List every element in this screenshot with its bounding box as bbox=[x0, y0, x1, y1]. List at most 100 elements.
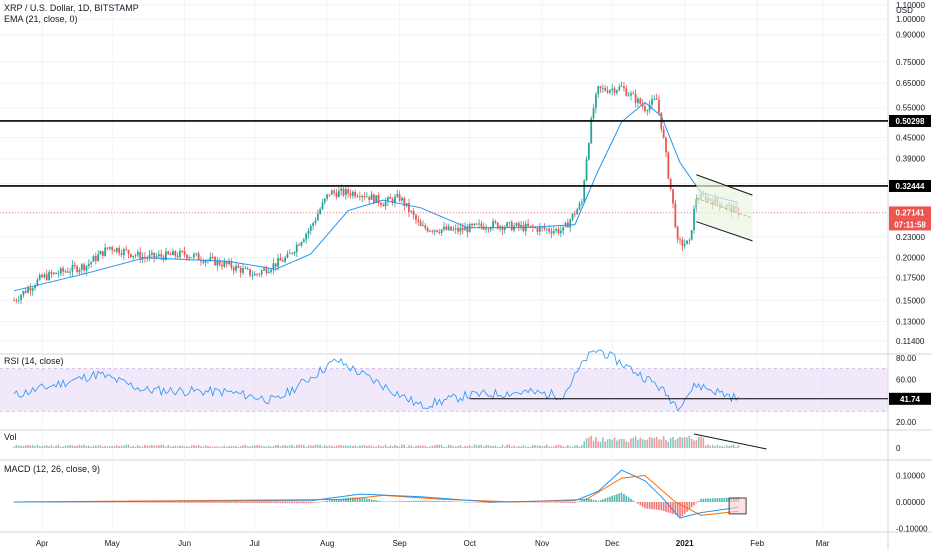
macd-histogram-bar bbox=[307, 502, 310, 504]
volume-bar bbox=[281, 445, 284, 448]
macd-histogram-bar bbox=[506, 502, 508, 503]
macd-histogram-bar bbox=[186, 502, 188, 503]
candle-body bbox=[97, 254, 100, 261]
volume-bar bbox=[543, 445, 546, 448]
macd-histogram-bar bbox=[118, 502, 120, 503]
volume-bar bbox=[632, 437, 635, 448]
volume-bar bbox=[123, 445, 125, 448]
volume-bar bbox=[539, 445, 541, 448]
candle-body bbox=[71, 264, 74, 272]
macd-tick-label: -0.10000 bbox=[896, 525, 928, 534]
candle-body bbox=[176, 255, 179, 258]
candle-body bbox=[307, 230, 310, 234]
time-axis-label: Sep bbox=[392, 539, 407, 548]
macd-histogram-bar bbox=[130, 502, 132, 503]
volume-bar bbox=[737, 445, 740, 448]
candle-body bbox=[632, 93, 635, 95]
volume-bar bbox=[482, 446, 485, 448]
candle-body bbox=[202, 261, 205, 263]
macd-histogram-bar bbox=[639, 502, 642, 506]
candle-body bbox=[87, 263, 90, 266]
macd-histogram-bar bbox=[606, 497, 609, 502]
candle-body bbox=[408, 202, 410, 212]
volume-bar bbox=[583, 441, 586, 448]
candle-body bbox=[90, 261, 93, 264]
candle-body bbox=[48, 272, 50, 280]
volume-bar bbox=[506, 444, 508, 448]
volume-bar bbox=[249, 446, 251, 448]
macd-histogram-bar bbox=[683, 502, 686, 514]
candle-body bbox=[641, 103, 644, 107]
macd-histogram-bar bbox=[398, 501, 401, 502]
macd-histogram-bar bbox=[602, 499, 604, 502]
macd-histogram-bar bbox=[445, 501, 448, 502]
macd-histogram-bar bbox=[225, 502, 228, 503]
macd-histogram-bar bbox=[373, 499, 375, 502]
macd-histogram-bar bbox=[293, 502, 296, 504]
macd-histogram-bar bbox=[277, 502, 279, 504]
volume-bar bbox=[102, 446, 104, 448]
candle-body bbox=[436, 230, 438, 232]
chart-title: XRP / U.S. Dollar, 1D, BITSTAMP bbox=[4, 3, 139, 13]
volume-bar bbox=[648, 437, 651, 448]
volume-bar bbox=[380, 446, 382, 448]
volume-bar bbox=[242, 445, 244, 448]
volume-bar bbox=[510, 446, 513, 448]
volume-bar bbox=[401, 444, 403, 448]
candle-body bbox=[613, 88, 616, 93]
volume-bar bbox=[113, 446, 116, 448]
macd-histogram-bar bbox=[380, 501, 382, 502]
ema-legend: EMA (21, close, 0) bbox=[4, 14, 78, 24]
price-tick-label: 0.23000 bbox=[896, 233, 925, 242]
candle-body bbox=[466, 227, 469, 233]
candle-body bbox=[384, 201, 387, 207]
candle-body bbox=[129, 253, 132, 258]
candle-body bbox=[583, 180, 586, 203]
candle-body bbox=[221, 264, 223, 267]
candle-body bbox=[139, 251, 142, 260]
macd-histogram-bar bbox=[88, 502, 90, 503]
macd-histogram-bar bbox=[676, 502, 679, 517]
candle-body bbox=[85, 265, 88, 271]
macd-histogram-bar bbox=[162, 502, 165, 503]
candle-body bbox=[200, 259, 202, 262]
candle-body bbox=[251, 275, 254, 277]
candle-body bbox=[417, 219, 420, 222]
volume-bar bbox=[188, 446, 191, 448]
macd-histogram-bar bbox=[387, 501, 389, 503]
macd-histogram-bar bbox=[265, 502, 268, 504]
candle-body bbox=[136, 251, 139, 256]
volume-bar bbox=[118, 446, 120, 448]
volume-bar bbox=[359, 445, 361, 448]
volume-bar bbox=[574, 445, 576, 448]
volume-bar bbox=[307, 445, 310, 448]
candle-body bbox=[669, 178, 672, 190]
volume-bar bbox=[326, 446, 328, 448]
candle-body bbox=[31, 288, 34, 291]
macd-histogram-bar bbox=[319, 501, 321, 503]
volume-bar bbox=[13, 446, 15, 448]
rsi-tick-label: 20.00 bbox=[896, 418, 917, 427]
macd-line bbox=[13, 469, 739, 519]
candle-body bbox=[179, 250, 181, 258]
candle-body bbox=[452, 229, 455, 231]
volume-bar bbox=[417, 445, 420, 448]
volume-bar bbox=[527, 446, 529, 448]
macd-histogram-bar bbox=[674, 502, 677, 515]
macd-histogram-bar bbox=[134, 502, 137, 503]
macd-histogram-bar bbox=[599, 500, 602, 502]
candle-body bbox=[412, 211, 415, 216]
macd-histogram-bar bbox=[457, 501, 459, 503]
candle-body bbox=[396, 194, 399, 197]
candle-body bbox=[120, 253, 123, 255]
candle-body bbox=[267, 271, 270, 274]
macd-histogram-bar bbox=[543, 502, 546, 503]
candle-body bbox=[648, 104, 651, 111]
volume-bar bbox=[328, 445, 331, 448]
macd-histogram-bar bbox=[595, 500, 597, 502]
volume-bar bbox=[244, 444, 247, 448]
candle-body bbox=[45, 274, 48, 280]
candle-body bbox=[277, 258, 279, 267]
